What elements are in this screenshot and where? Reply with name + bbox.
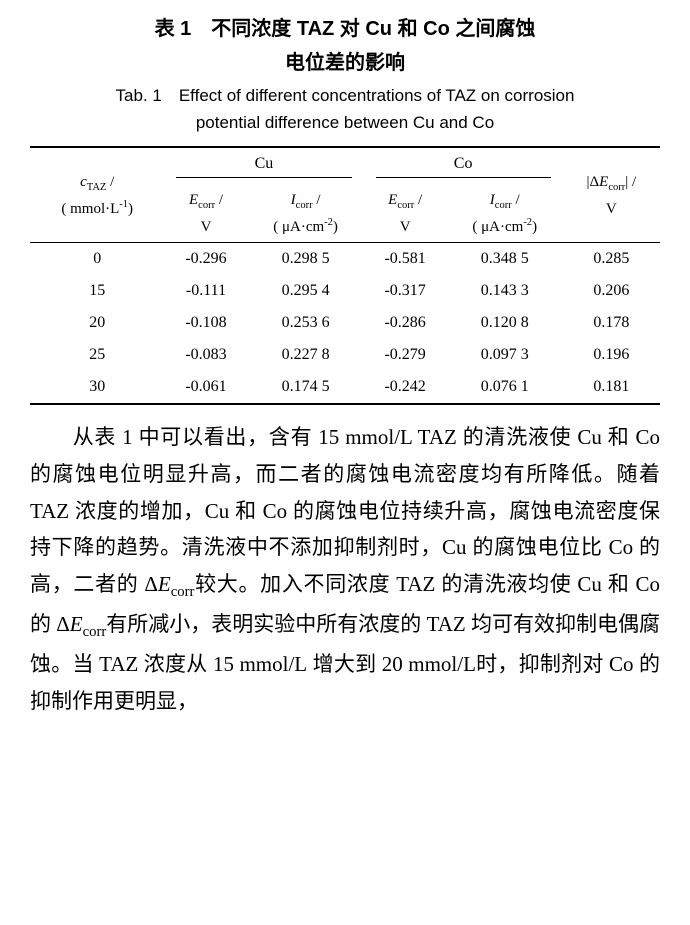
table-cell: -0.581 (364, 243, 447, 276)
col-header-concentration: cTAZ / ( mmol·L-1) (30, 147, 164, 242)
table-cell: -0.061 (164, 371, 247, 404)
col-header-co-icorr: Icorr /( μA·cm-2) (447, 185, 563, 242)
col-header-cu-icorr: Icorr /( μA·cm-2) (248, 185, 364, 242)
table-row: 0-0.2960.298 5-0.5810.348 50.285 (30, 243, 660, 276)
table-cell: 0.076 1 (447, 371, 563, 404)
table-title-zh: 表 1 不同浓度 TAZ 对 Cu 和 Co 之间腐蚀 电位差的影响 (30, 12, 660, 80)
col-header-cu-ecorr: Ecorr /V (164, 185, 247, 242)
col-header-co-ecorr: Ecorr /V (364, 185, 447, 242)
body-paragraph: 从表 1 中可以看出，含有 15 mmol/L TAZ 的清洗液使 Cu 和 C… (30, 419, 660, 719)
table-cell: 30 (30, 371, 164, 404)
table-cell: 20 (30, 307, 164, 339)
table-title-en: Tab. 1 Effect of different concentration… (30, 82, 660, 136)
col-header-delta: |ΔEcorr| / V (563, 147, 660, 242)
table-row: 20-0.1080.253 6-0.2860.120 80.178 (30, 307, 660, 339)
table-cell: -0.286 (364, 307, 447, 339)
table-cell: -0.317 (364, 275, 447, 307)
table-cell: 0.295 4 (248, 275, 364, 307)
table-row: 25-0.0830.227 8-0.2790.097 30.196 (30, 339, 660, 371)
data-table: cTAZ / ( mmol·L-1) Cu Co |ΔEcorr| / V Ec… (30, 146, 660, 405)
table-cell: 0 (30, 243, 164, 276)
col-group-cu: Cu (164, 147, 363, 185)
table-cell: 0.206 (563, 275, 660, 307)
table-cell: -0.242 (364, 371, 447, 404)
table-cell: 15 (30, 275, 164, 307)
table-cell: -0.111 (164, 275, 247, 307)
table-cell: 0.348 5 (447, 243, 563, 276)
table-row: 15-0.1110.295 4-0.3170.143 30.206 (30, 275, 660, 307)
table-cell: 0.227 8 (248, 339, 364, 371)
table-cell: 0.174 5 (248, 371, 364, 404)
table-cell: -0.296 (164, 243, 247, 276)
table-cell: -0.083 (164, 339, 247, 371)
table-cell: -0.279 (364, 339, 447, 371)
table-cell: 0.178 (563, 307, 660, 339)
table-cell: -0.108 (164, 307, 247, 339)
table-cell: 0.196 (563, 339, 660, 371)
table-row: 30-0.0610.174 5-0.2420.076 10.181 (30, 371, 660, 404)
table-cell: 0.120 8 (447, 307, 563, 339)
table-cell: 0.253 6 (248, 307, 364, 339)
table-cell: 0.298 5 (248, 243, 364, 276)
table-cell: 25 (30, 339, 164, 371)
table-cell: 0.097 3 (447, 339, 563, 371)
table-cell: 0.181 (563, 371, 660, 404)
table-cell: 0.143 3 (447, 275, 563, 307)
col-group-co: Co (364, 147, 563, 185)
table-cell: 0.285 (563, 243, 660, 276)
